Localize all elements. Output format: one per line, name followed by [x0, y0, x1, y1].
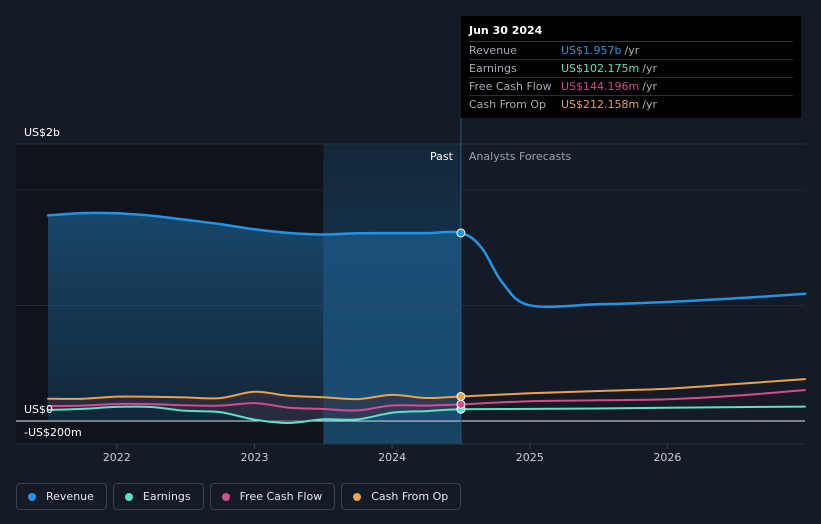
tooltip-row-unit: /yr — [642, 80, 657, 93]
legend-label: Revenue — [46, 490, 94, 503]
tooltip-row-value: US$144.196m — [561, 80, 640, 93]
x-tick-label: 2022 — [103, 451, 131, 464]
tooltip-row-unit: /yr — [624, 44, 640, 57]
legend-item-earnings[interactable]: Earnings — [112, 483, 204, 510]
legend-dot-icon — [124, 492, 133, 501]
tooltip-row-value: US$102.175m — [561, 62, 640, 75]
x-tick-label: 2026 — [653, 451, 681, 464]
legend-label: Cash From Op — [371, 490, 449, 503]
legend-item-revenue[interactable]: Revenue — [16, 483, 107, 510]
x-tick-label: 2024 — [378, 451, 406, 464]
forecast-label: Analysts Forecasts — [469, 150, 572, 163]
free-cash-flow-point — [456, 399, 466, 409]
x-tick-label: 2023 — [240, 451, 268, 464]
tooltip-row: Revenue US$1.957b /yr — [469, 42, 793, 60]
tooltip-row-value: US$1.957b — [561, 44, 622, 57]
legend-item-free-cash-flow[interactable]: Free Cash Flow — [209, 483, 336, 510]
revenue-point — [456, 228, 466, 238]
legend-item-cash-from-op[interactable]: Cash From Op — [341, 483, 462, 510]
y-axis-bottom-label: -US$200m — [24, 426, 82, 439]
revenue-line — [46, 211, 807, 309]
tooltip-row-name: Cash From Op — [469, 98, 547, 111]
past-label: Past — [430, 150, 454, 163]
legend: Revenue Earnings Free Cash Flow Cash Fro… — [16, 483, 462, 510]
tooltip: Jun 30 2024 Revenue US$1.957b /yr Earnin… — [461, 16, 801, 118]
tooltip-row-value: US$212.158m — [561, 98, 640, 111]
cash-from-op-line — [47, 378, 806, 401]
tooltip-row-name: Revenue — [469, 44, 517, 57]
earnings-line — [47, 405, 806, 425]
x-tick-label: 2025 — [516, 451, 544, 464]
tooltip-row: Earnings US$102.175m /yr — [469, 60, 793, 78]
legend-dot-icon — [221, 492, 230, 501]
revenue-area — [48, 212, 461, 421]
tooltip-row-unit: /yr — [642, 62, 657, 75]
tooltip-row: Free Cash Flow US$144.196m /yr — [469, 78, 793, 96]
tooltip-row-name: Free Cash Flow — [469, 80, 552, 93]
free-cash-flow-line — [47, 389, 806, 412]
tooltip-row-unit: /yr — [642, 98, 657, 111]
y-axis-zero-label: US$0 — [24, 403, 53, 416]
y-axis-top-label: US$2b — [24, 126, 60, 139]
tooltip-date: Jun 30 2024 — [469, 24, 793, 42]
cash-from-op-point — [456, 392, 466, 402]
legend-label: Earnings — [142, 490, 191, 503]
legend-label: Free Cash Flow — [239, 490, 323, 503]
legend-dot-icon — [353, 492, 362, 501]
tooltip-row: Cash From Op US$212.158m /yr — [469, 96, 793, 113]
legend-dot-icon — [28, 492, 36, 501]
tooltip-row-name: Earnings — [469, 62, 517, 75]
